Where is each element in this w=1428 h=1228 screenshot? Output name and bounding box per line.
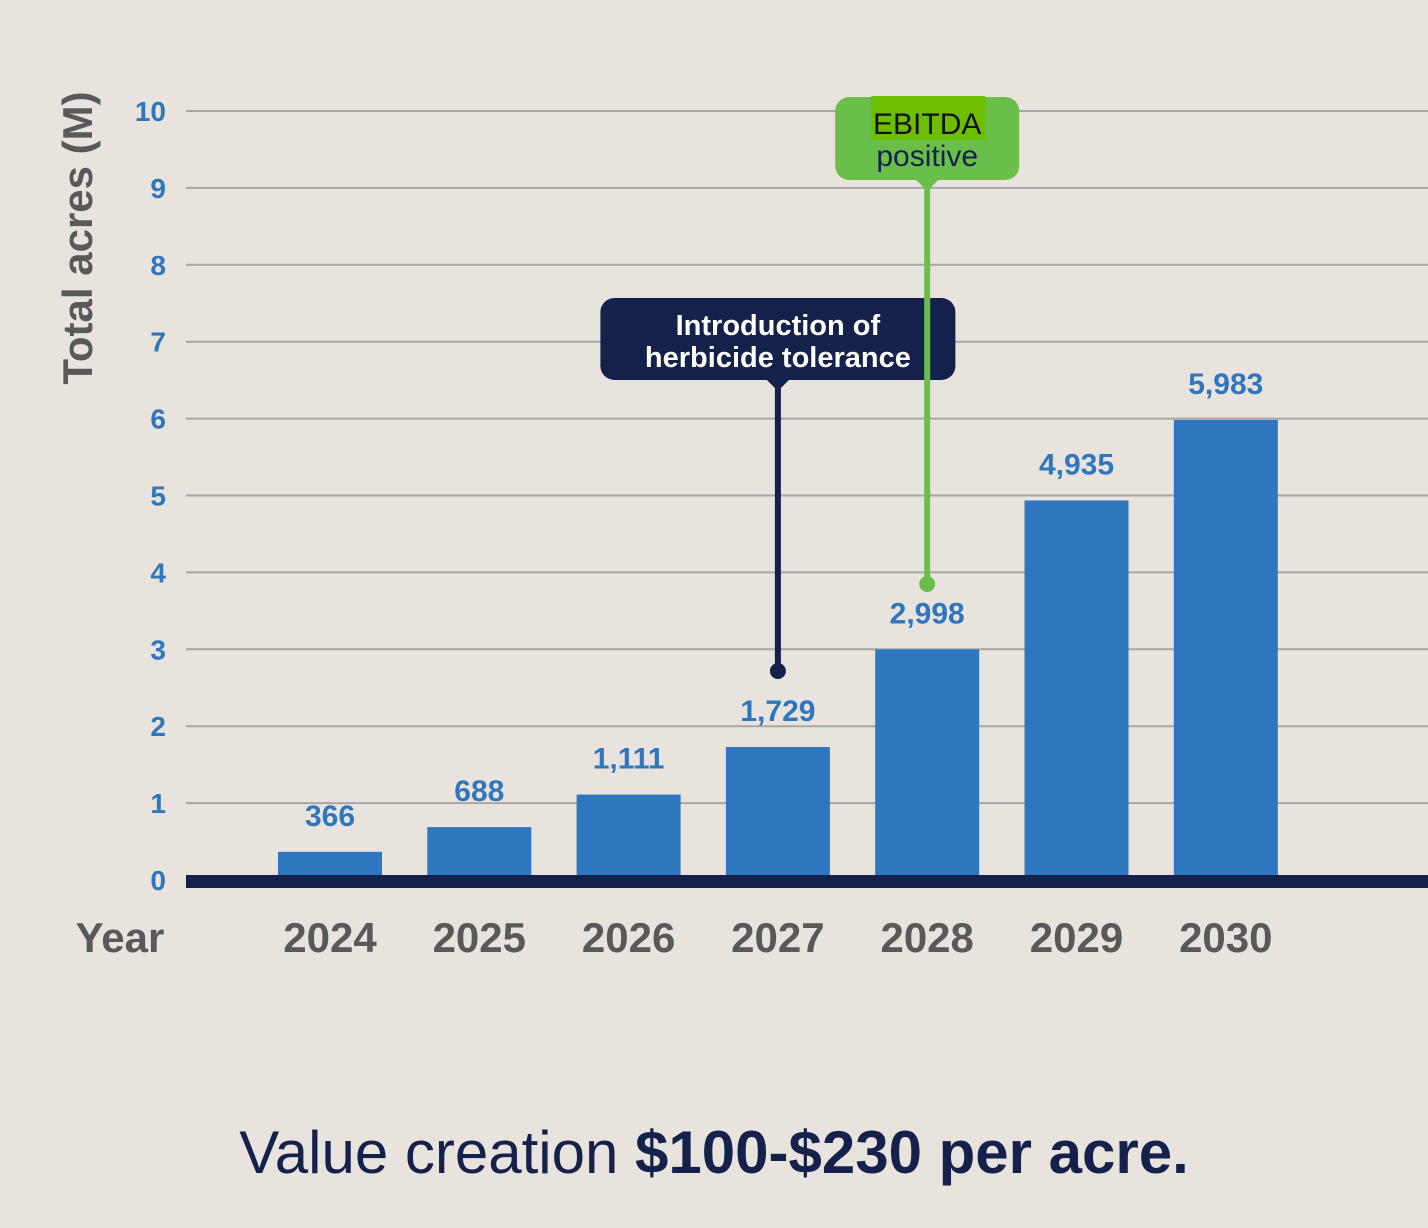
bar-2026: [576, 794, 681, 880]
x-tick-label: 2030: [1179, 914, 1272, 961]
data-label: 4,935: [1039, 448, 1114, 481]
bar-2025: [427, 827, 532, 880]
y-tick-label: 9: [150, 173, 166, 204]
callout-text: EBITDA: [873, 108, 981, 141]
y-tick-label: 4: [150, 557, 166, 588]
footer-caption: Value creation $100-$230 per acre.: [0, 1118, 1428, 1187]
bar-2027: [725, 747, 830, 880]
baseline: [186, 875, 1428, 888]
footer-bold: $100-$230 per acre.: [635, 1119, 1189, 1186]
callout-text: herbicide tolerance: [645, 342, 911, 374]
x-axis-label: Year: [76, 914, 165, 961]
footer-normal: Value creation: [239, 1119, 636, 1186]
y-tick-label: 10: [135, 96, 166, 127]
data-label: 2,998: [890, 597, 965, 630]
x-tick-label: 2026: [582, 914, 675, 961]
x-tick-label: 2028: [880, 914, 973, 961]
data-label: 688: [454, 775, 504, 808]
y-tick-label: 8: [150, 250, 166, 281]
callout-text: Introduction of: [676, 310, 881, 342]
y-tick-label: 7: [150, 327, 166, 358]
bar-2028: [875, 649, 980, 880]
callout-text: positive: [876, 140, 978, 173]
y-tick-label: 5: [150, 481, 166, 512]
y-tick-label: 0: [150, 865, 166, 896]
x-tick-label: 2029: [1030, 914, 1123, 961]
data-label: 1,729: [740, 695, 815, 728]
bar-2029: [1024, 500, 1129, 880]
y-tick-label: 2: [150, 711, 166, 742]
y-tick-label: 1: [150, 788, 166, 819]
data-label: 1,111: [593, 743, 665, 776]
x-tick-label: 2027: [731, 914, 824, 961]
callout-dot: [769, 663, 786, 679]
x-tick-label: 2025: [433, 914, 526, 961]
bar-2030: [1173, 419, 1278, 880]
data-label: 5,983: [1188, 368, 1263, 401]
callout-dot: [919, 576, 936, 592]
y-tick-label: 3: [150, 634, 166, 665]
y-tick-label: 6: [150, 404, 166, 435]
text-highlight: [871, 96, 986, 140]
callout-pointer: [765, 379, 790, 391]
y-axis-label: Total acres (M): [54, 91, 101, 384]
x-tick-label: 2024: [283, 914, 377, 961]
callout-pointer: [915, 179, 940, 191]
data-label: 366: [305, 800, 355, 833]
callout-box: [600, 298, 956, 380]
